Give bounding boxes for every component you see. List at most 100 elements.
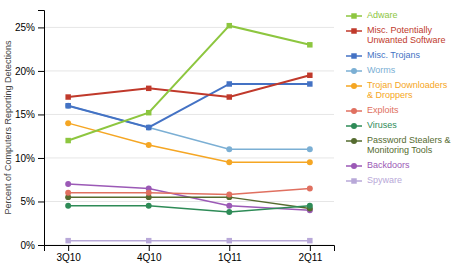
series-point: [146, 238, 151, 243]
legend-label-line: Viruses: [367, 120, 397, 130]
series-point: [146, 125, 151, 130]
legend-marker: [351, 163, 357, 169]
series-point: [307, 203, 313, 209]
x-tick: 4Q10: [137, 245, 162, 263]
legend-marker: [351, 123, 357, 129]
series-point: [307, 146, 313, 152]
series-point: [146, 86, 151, 91]
grid: [44, 27, 334, 245]
legend-label: Viruses: [367, 120, 397, 130]
series-point: [65, 203, 71, 209]
legend-label-line: Misc. Potentially: [367, 25, 433, 35]
legend-marker: [351, 13, 356, 18]
series-point: [227, 23, 232, 28]
y-tick-mark: [38, 245, 44, 246]
series-line: [68, 84, 310, 128]
legend-label-line: Exploits: [367, 105, 399, 115]
legend-label: Exploits: [367, 105, 399, 115]
legend-label-line: Unwanted Software: [367, 35, 446, 45]
series-point: [226, 209, 232, 215]
legend-item: Worms: [346, 65, 396, 75]
series: [65, 73, 312, 100]
legend-label: Misc. Trojans: [367, 50, 421, 60]
legend-label-line: Adware: [367, 10, 398, 20]
plot: 0% 5% 10% 15% 20% 25% 3Q10 4Q10 1Q11 2Q11: [15, 11, 335, 264]
y-tick: 5%: [21, 196, 44, 207]
legend-label-line: Backdoors: [367, 160, 410, 170]
grid-line: [44, 201, 334, 202]
y-tick: 15%: [15, 109, 44, 120]
series-point: [65, 94, 70, 99]
series-point: [227, 81, 232, 86]
legend-item: Adware: [346, 10, 398, 20]
legend-item: Misc. PotentiallyUnwanted Software: [346, 25, 446, 45]
legend-label-line: & Droppers: [367, 90, 413, 100]
y-tick: 0%: [21, 240, 44, 251]
legend-marker: [351, 108, 357, 114]
series-point: [146, 190, 152, 196]
series-point: [65, 138, 70, 143]
x-tick-mark: [68, 245, 69, 251]
x-tick-label: 4Q10: [137, 252, 162, 263]
series-point: [146, 110, 151, 115]
x-tick: 1Q11: [218, 245, 242, 263]
series-point: [146, 203, 152, 209]
legend-item: Viruses: [346, 120, 397, 130]
legend-item: Exploits: [346, 105, 399, 115]
x-tick: 3Q10: [56, 245, 81, 263]
y-tick-label: 20%: [15, 66, 35, 77]
x-axis-line: [45, 246, 335, 252]
legend-label-line: Worms: [367, 65, 396, 75]
x-axis: 3Q10 4Q10 1Q11 2Q11: [45, 245, 335, 263]
x-tick-mark: [229, 245, 230, 251]
y-tick-label: 15%: [15, 109, 35, 120]
y-tick-label: 25%: [15, 22, 35, 33]
series: [65, 81, 312, 130]
grid-line: [44, 114, 334, 115]
y-tick-label: 5%: [21, 196, 36, 207]
series: [65, 23, 312, 143]
legend-marker: [351, 138, 357, 144]
legend-label: Password Stealers &Monitoring Tools: [367, 135, 451, 155]
series-point: [227, 238, 232, 243]
legend-label: Backdoors: [367, 160, 410, 170]
y-tick-mark: [38, 158, 44, 159]
series-line: [68, 206, 310, 212]
legend-label-line: Password Stealers &: [367, 135, 451, 145]
y-axis-title: Percent of Computers Reporting Detection…: [3, 40, 13, 215]
series: [65, 203, 313, 215]
series-point: [146, 142, 152, 148]
x-tick: 2Q11: [298, 245, 322, 263]
series-line: [68, 197, 310, 208]
series-point: [307, 81, 312, 86]
series-point: [226, 146, 232, 152]
legend-label: Worms: [367, 65, 396, 75]
series-line: [68, 75, 310, 97]
legend-marker: [351, 178, 356, 183]
legend-label-line: Trojan Downloaders: [367, 80, 448, 90]
y-tick-mark: [38, 27, 44, 28]
chart: 0% 5% 10% 15% 20% 25% 3Q10 4Q10 1Q11 2Q11 Percent …: [0, 0, 474, 267]
x-tick-label: 3Q10: [56, 252, 81, 263]
series: [65, 181, 313, 213]
x-tick-label: 2Q11: [298, 252, 322, 263]
legend-item: Backdoors: [346, 160, 410, 170]
y-tick: 20%: [15, 66, 44, 77]
legend-marker: [351, 53, 356, 58]
legend-label-line: Spyware: [367, 175, 402, 185]
series-point: [65, 103, 70, 108]
x-tick-label: 1Q11: [218, 252, 242, 263]
x-tick-mark: [310, 245, 311, 251]
x-tick-mark: [149, 245, 150, 251]
legend-item: Spyware: [346, 175, 402, 185]
legend-label: Adware: [367, 10, 398, 20]
series-point: [307, 159, 313, 165]
legend-marker: [351, 28, 356, 33]
series-point: [226, 203, 232, 209]
series-point: [65, 190, 71, 196]
y-tick: 10%: [15, 153, 44, 164]
y-tick-mark: [38, 71, 44, 72]
legend-item: Misc. Trojans: [346, 50, 421, 60]
legend-item: Trojan Downloaders& Droppers: [346, 80, 448, 100]
series-point: [307, 185, 313, 191]
